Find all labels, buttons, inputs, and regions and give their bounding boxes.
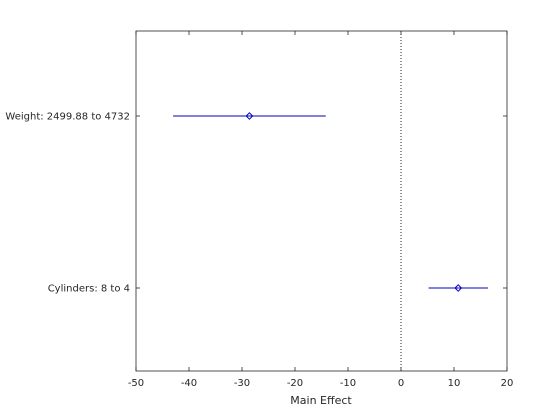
- x-tick-label: 20: [501, 378, 514, 389]
- x-tick-label: 0: [398, 378, 404, 389]
- factor-label: Cylinders: 8 to 4: [48, 284, 130, 295]
- x-tick-label: -20: [287, 378, 303, 389]
- factor-labels: Weight: 2499.88 to 4732 Cylinders: 8 to 4: [5, 112, 130, 295]
- x-axis-title: Main Effect: [290, 394, 352, 407]
- effect-marker: [245, 112, 254, 120]
- effect-intervals: [173, 112, 488, 292]
- factor-label: Weight: 2499.88 to 4732: [5, 112, 130, 123]
- x-tick-label: -30: [234, 378, 250, 389]
- x-tick-label: -50: [128, 378, 144, 389]
- x-tick-label: 10: [448, 378, 461, 389]
- plot-area: [135, 30, 508, 372]
- effect-marker: [454, 284, 463, 292]
- x-tick-label: -10: [340, 378, 356, 389]
- x-tick-label: -40: [181, 378, 197, 389]
